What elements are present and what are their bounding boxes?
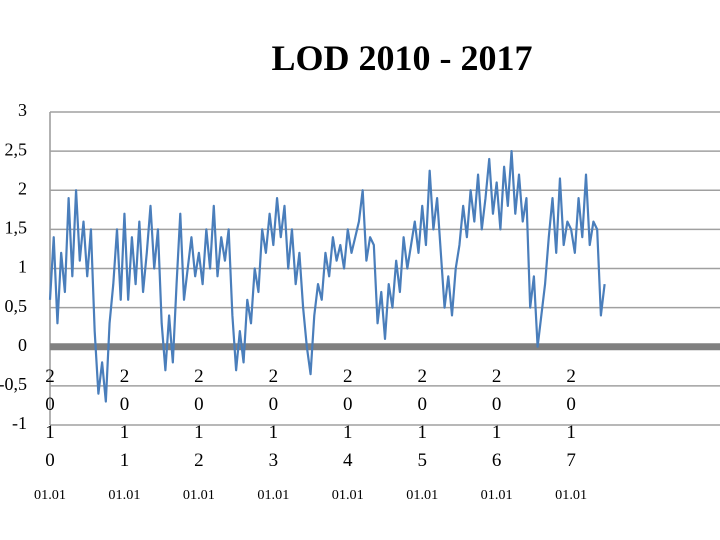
x-tick-sublabel: 01.01 <box>555 488 587 503</box>
data-line <box>48 150 606 403</box>
x-tick-label: 2011 <box>114 366 135 478</box>
x-tick-sublabel: 01.01 <box>481 488 513 503</box>
y-tick-label: -1 <box>12 413 27 433</box>
x-tick-label: 2010 <box>40 366 61 478</box>
x-tick-sublabel: 01.01 <box>406 488 438 503</box>
x-tick-label: 2015 <box>412 366 433 478</box>
y-tick-label: 1 <box>18 257 27 277</box>
y-tick-label: 1,5 <box>5 218 28 238</box>
y-tick-label: 3 <box>18 100 27 120</box>
x-tick-label: 2016 <box>486 366 507 478</box>
y-tick-label: 2 <box>18 178 27 198</box>
x-tick-label: 2013 <box>263 366 284 478</box>
x-tick-sublabel: 01.01 <box>183 488 215 503</box>
y-tick-label: 0,5 <box>5 296 28 316</box>
x-tick-sublabel: 01.01 <box>108 488 140 503</box>
x-tick-label: 2012 <box>188 366 209 478</box>
chart-title: LOD 2010 - 2017 <box>272 38 533 78</box>
x-tick-sublabel: 01.01 <box>332 488 364 503</box>
x-tick-sublabel: 01.01 <box>257 488 289 503</box>
y-tick-label: 2,5 <box>5 139 28 159</box>
x-tick-label: 2017 <box>561 366 582 478</box>
x-tick-label: 2014 <box>337 366 358 478</box>
y-tick-label: -0,5 <box>0 374 27 394</box>
x-tick-sublabel: 01.01 <box>34 488 66 503</box>
y-tick-label: 0 <box>18 335 27 355</box>
